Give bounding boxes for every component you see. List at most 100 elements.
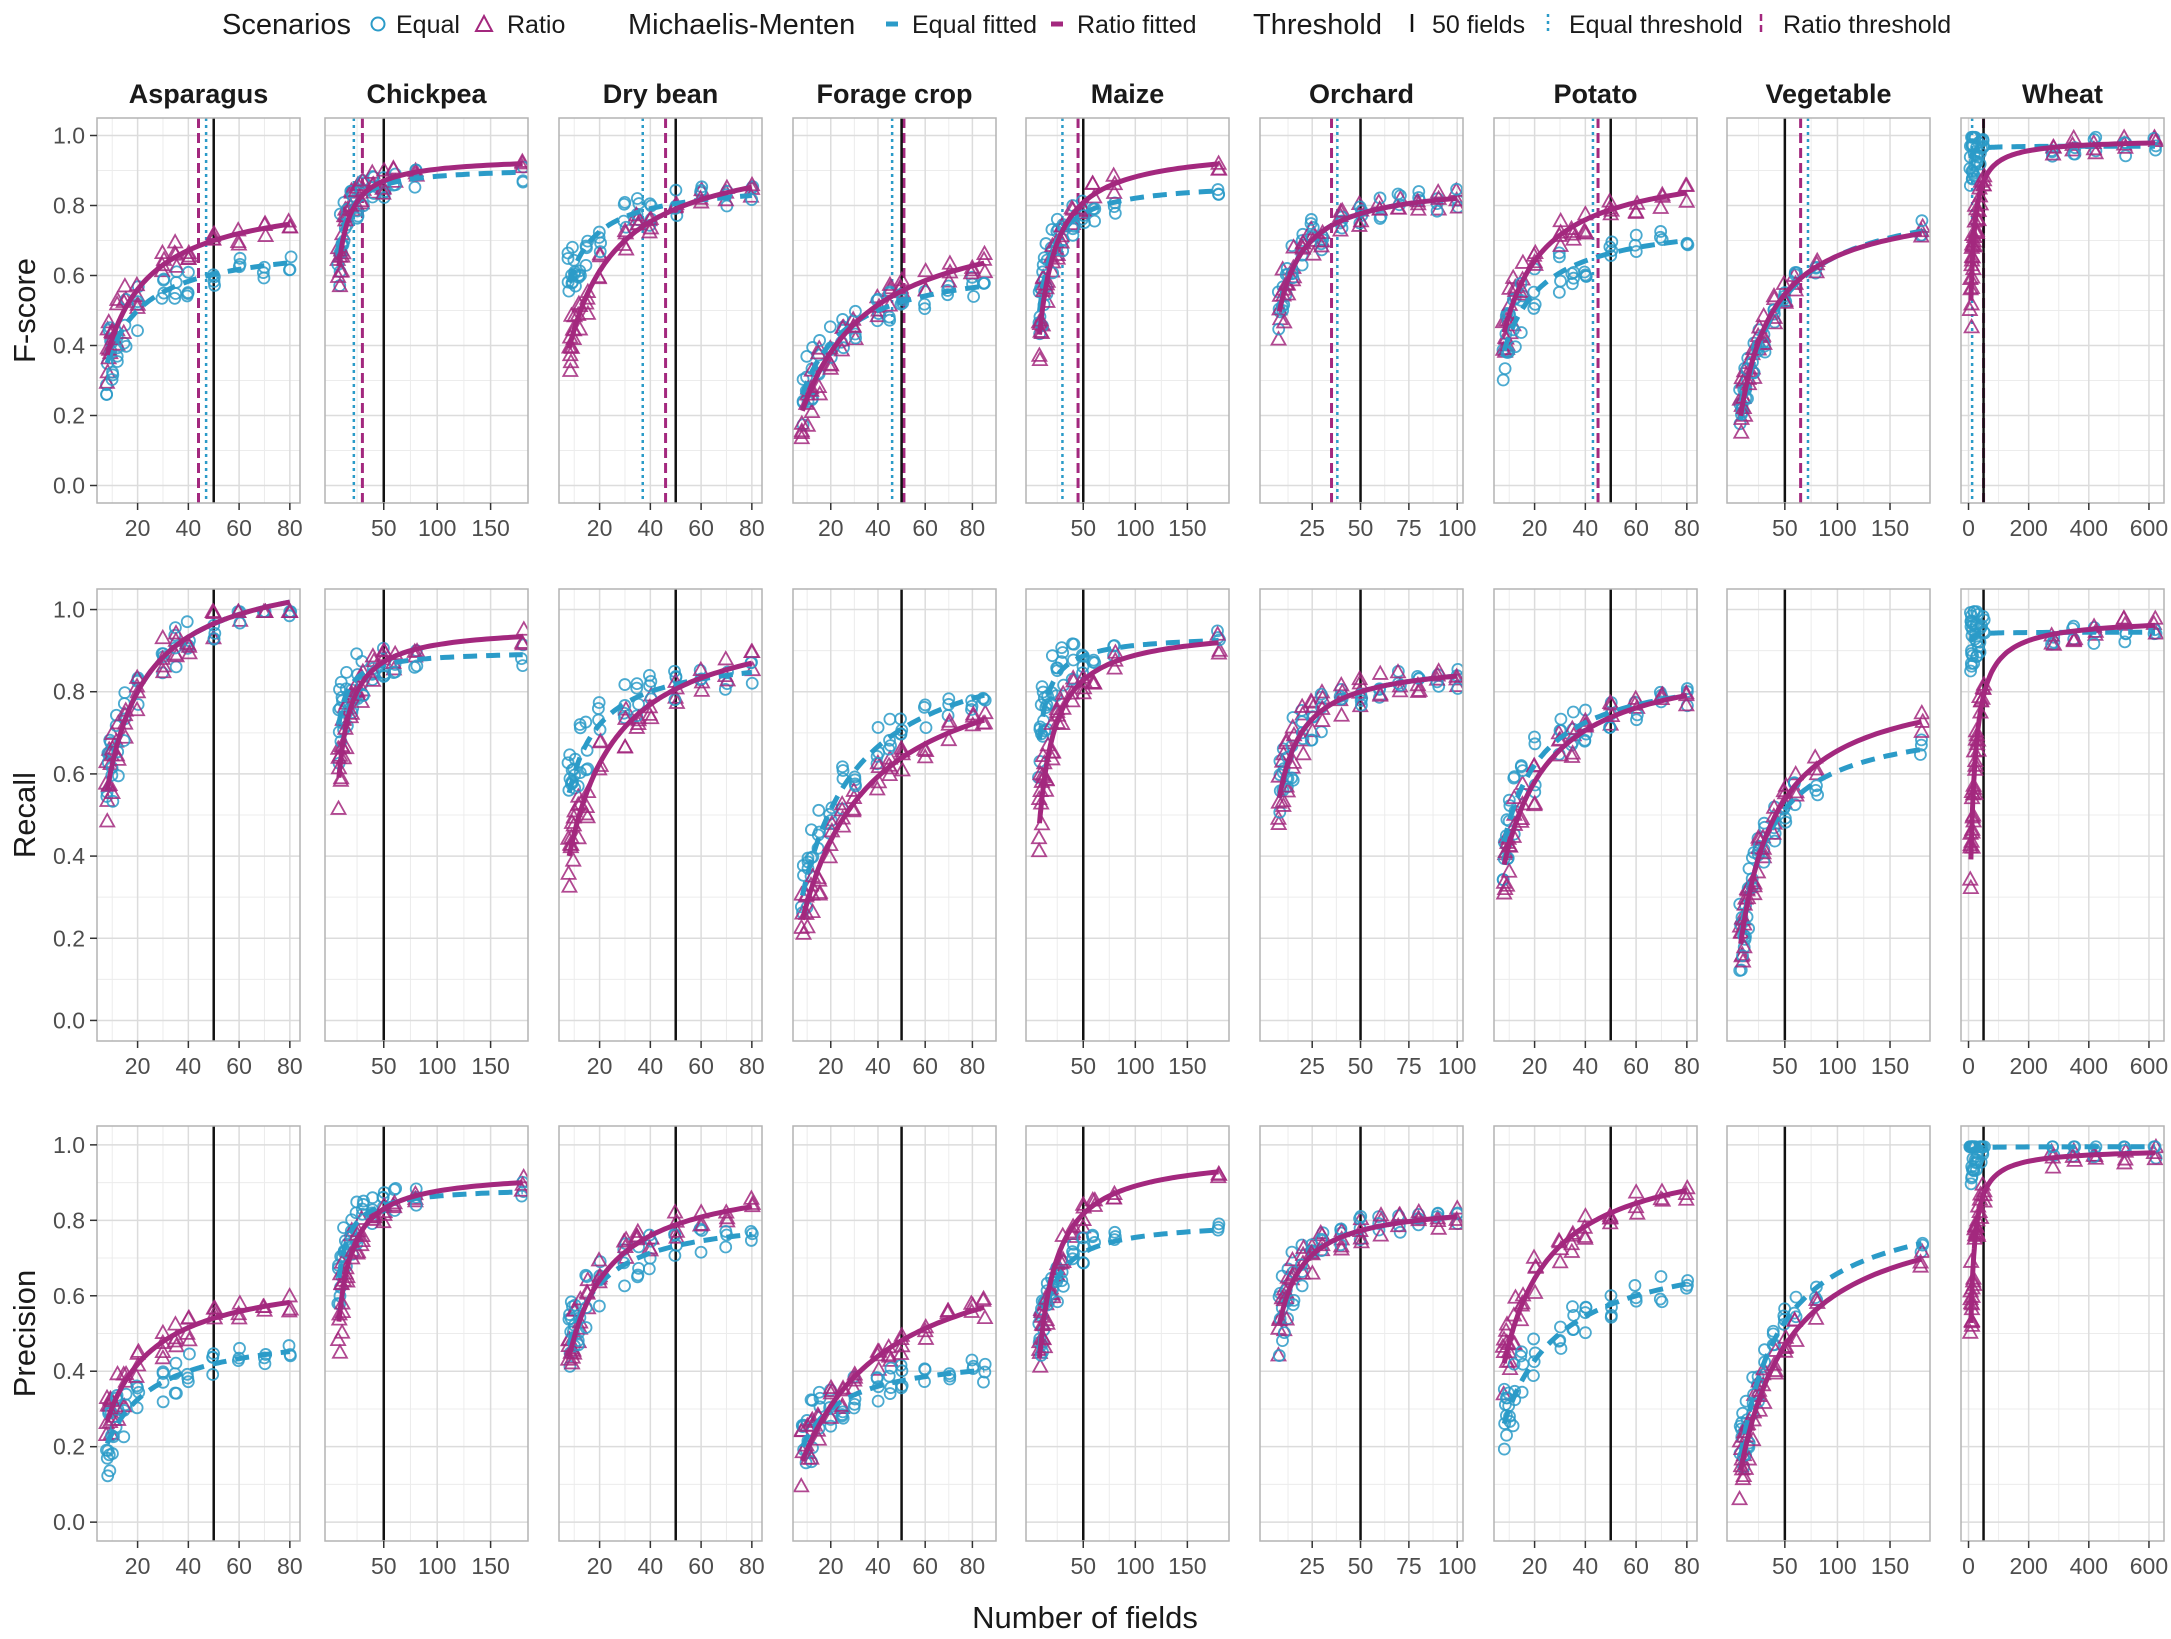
panel-asparagus-fscore: 0.0 0.2 0.4 0.6 0.8 1.0 F-score 20 40 60 80 [7,117,303,541]
x-tick-label: 60 [1623,1053,1649,1079]
ratio-point [1975,1185,1993,1202]
ratio-point [180,644,199,660]
y-tick-label: 1.0 [53,597,85,623]
ratio-point [1270,814,1288,830]
equal-point [1654,1270,1668,1283]
x-tick-label: 80 [277,1053,303,1079]
panel-plot-area [1494,118,1696,503]
ratio-point [333,1323,351,1339]
ratio-point [256,602,274,618]
ratio-point [2065,128,2083,145]
x-axis-title: Number of fields [972,1600,1198,1635]
equal-point [284,250,298,264]
equal-point [155,291,169,305]
ratio-point [1430,1219,1448,1235]
ratio-point [1787,765,1805,781]
ratio-point [1429,666,1447,682]
ratio-fitted-curve [1501,1188,1688,1364]
ratio-point [962,264,980,280]
ratio-fitted-curve [1738,1256,1923,1471]
equal-point [1767,303,1781,317]
equal-point [105,373,119,386]
x-tick-label: 60 [688,515,714,541]
ratio-point [1303,1264,1321,1280]
equal-point [1087,653,1101,667]
equal-point [1976,132,1990,146]
legend-threshold-title: Threshold [1253,9,1382,41]
ratio-point [562,352,580,369]
ratio-point [100,313,118,329]
equal-point [1787,1306,1801,1320]
ratio-point [116,277,134,293]
equal-point [131,324,144,338]
ratio-point [179,249,197,266]
panel-frame [1025,588,1230,1042]
x-tick-label: 100 [1116,515,1154,541]
ratio-fitted-curve [104,599,291,791]
equal-point [1355,698,1368,712]
equal-point [579,763,593,777]
panel-frame [792,117,997,504]
equal-point [918,302,932,316]
equal-point [1967,657,1981,670]
equal-point [978,1357,992,1371]
ratio-point [128,668,146,684]
ratio-point [281,602,299,618]
equal-point [1977,613,1991,627]
ratio-point [1391,1205,1409,1221]
equal-point [333,683,346,696]
ratio-point [1409,200,1427,216]
equal-point [1655,1295,1669,1309]
panel-plot-area [1731,589,1930,1041]
equal-point [170,1386,183,1400]
legend-scenarios-title: Scenarios [222,9,351,41]
x-tick-label: 60 [1623,1553,1649,1579]
equal-point [1604,1308,1618,1322]
ratio-point [1032,322,1050,338]
strip-label-potato: Potato [1554,79,1638,109]
x-tick-label: 100 [1438,1553,1476,1579]
equal-point [1057,678,1071,692]
x-tick-label: 200 [2009,1053,2047,1079]
x-tick-label: 25 [1299,1053,1325,1079]
equal-point [350,211,364,225]
panel-maize-fscore: 50 100 150 [1025,117,1230,541]
equal-point [806,1394,819,1407]
x-tick-label: 40 [638,515,664,541]
x-tick-label: 80 [960,1053,986,1079]
equal-point [1507,1357,1521,1371]
equal-point [168,292,182,305]
equal-point [1212,1217,1226,1231]
equal-point [1212,187,1226,201]
equal-fitted-curve [104,1349,291,1445]
ratio-point [129,295,147,311]
ratio-point [1372,1206,1390,1222]
equal-point [100,387,114,401]
ratio-fitted-curve [1738,231,1923,417]
ratio-point [331,1343,349,1359]
equal-point [1277,1326,1291,1340]
equal-point [1527,1332,1541,1346]
x-tick-label: 600 [2130,1553,2168,1579]
legend-equal-marker [370,16,386,32]
ratio-point [1775,274,1793,290]
panel-plot-area [1961,589,2164,1041]
equal-point [642,1262,656,1276]
ratio-point [798,918,816,934]
equal-point [1915,733,1928,747]
ratio-point [1735,1466,1753,1483]
panel-plot-area [1731,1126,1930,1541]
equal-point [965,703,978,716]
x-tick-label: 25 [1299,1553,1325,1579]
ratio-point [743,642,761,659]
y-tick-label: 0.4 [53,1358,85,1384]
equal-point [882,1369,896,1383]
ratio-point [564,851,582,867]
panel-plot-area [560,118,761,503]
ratio-point [803,402,821,418]
equal-point [836,1405,850,1419]
ratio-point [811,885,829,901]
ratio-point [822,1408,840,1424]
panel-orchard-fscore: 25 50 75 100 [1259,117,1476,541]
ratio-point [375,161,393,177]
